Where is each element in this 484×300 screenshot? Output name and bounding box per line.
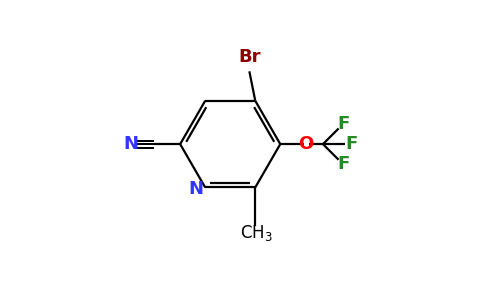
Text: N: N bbox=[123, 135, 138, 153]
Text: F: F bbox=[337, 155, 349, 173]
Text: F: F bbox=[337, 115, 349, 133]
Text: CH$_3$: CH$_3$ bbox=[241, 223, 273, 243]
Text: F: F bbox=[346, 135, 358, 153]
Text: N: N bbox=[189, 180, 204, 198]
Text: O: O bbox=[298, 135, 313, 153]
Text: Br: Br bbox=[238, 48, 260, 66]
